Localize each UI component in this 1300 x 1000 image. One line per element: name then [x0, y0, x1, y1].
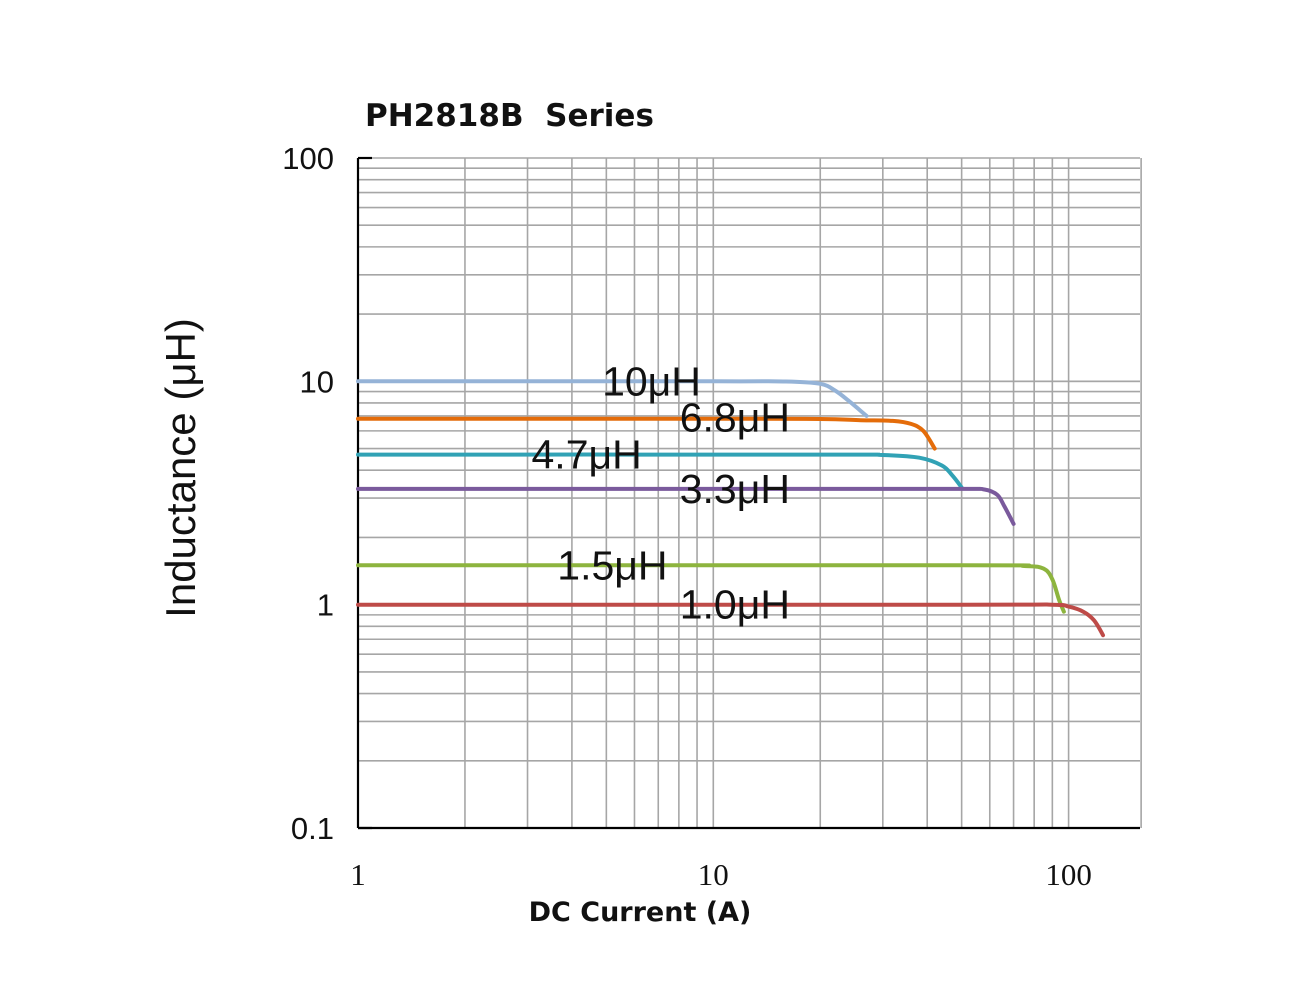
series-label: 4.7μH — [532, 432, 642, 478]
series-label: 1.0μH — [680, 582, 790, 628]
x-tick-label: 1 — [350, 857, 366, 892]
series-label: 3.3μH — [680, 466, 790, 512]
series-label: 1.5μH — [557, 542, 667, 588]
x-tick-label: 100 — [1045, 857, 1092, 892]
x-axis-label: DC Current (A) — [529, 897, 752, 928]
series-label: 6.8μH — [680, 394, 790, 440]
series-line — [356, 452, 964, 490]
y-tick-label: 100 — [282, 141, 334, 176]
y-tick-label: 0.1 — [291, 811, 334, 846]
series-label: 10μH — [602, 358, 701, 404]
y-tick-label: 10 — [300, 364, 334, 399]
y-tick-label: 1 — [317, 588, 334, 623]
y-axis-label: Inductance (μH) — [157, 318, 204, 618]
series-lines — [356, 379, 1105, 638]
series-line — [356, 486, 1016, 526]
tick-labels: 0.1 1 10 100 1 10 100 — [282, 141, 1092, 892]
x-tick-label: 10 — [698, 857, 729, 892]
grid — [358, 157, 1142, 828]
series-line — [356, 563, 1066, 614]
series-line — [356, 379, 869, 418]
series-line — [356, 416, 937, 451]
series-line — [356, 602, 1105, 638]
chart-title: PH2818B Series — [365, 98, 654, 134]
